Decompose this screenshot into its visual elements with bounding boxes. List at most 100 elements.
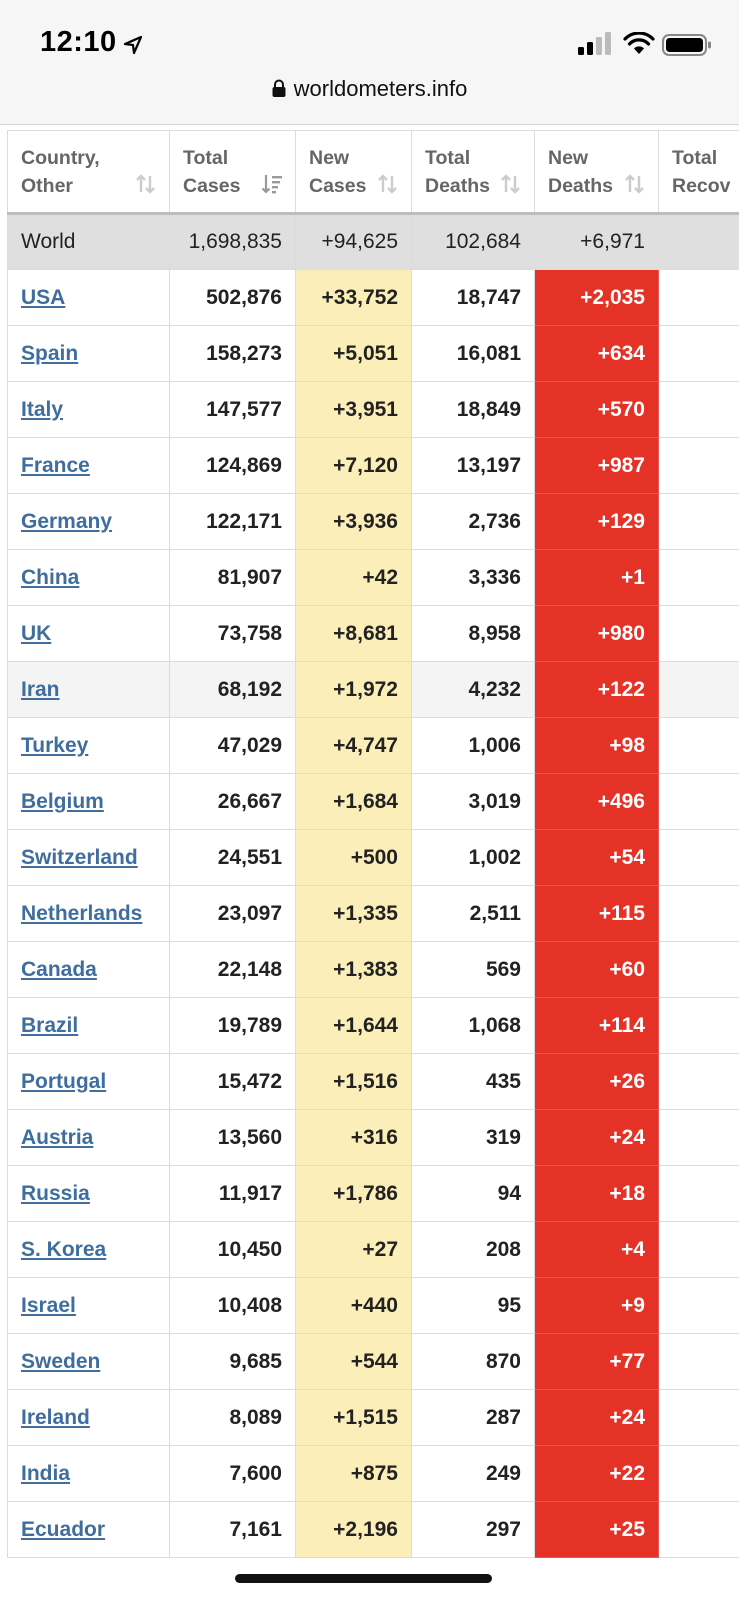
country-cell: UK: [7, 605, 170, 662]
total-cases-cell: 68,192: [169, 661, 296, 718]
column-header-line2: Other: [21, 174, 74, 197]
table-row: China 81,907 +42 3,336 +1: [7, 549, 739, 606]
total-deaths-cell: 435: [411, 1053, 535, 1110]
country-link[interactable]: S. Korea: [21, 1237, 107, 1261]
total-cases-cell: 81,907: [169, 549, 296, 606]
new-deaths-cell: +26: [534, 1053, 659, 1110]
new-cases-cell: +1,515: [295, 1389, 412, 1446]
country-link[interactable]: Turkey: [21, 733, 89, 757]
sort-toggle-icon[interactable]: [135, 173, 157, 195]
total-recovered-cell: [658, 605, 739, 662]
country-link[interactable]: Switzerland: [21, 845, 138, 869]
total-deaths-cell: 1,068: [411, 997, 535, 1054]
sort-toggle-icon[interactable]: [377, 173, 399, 195]
total-recovered-cell: [658, 1221, 739, 1278]
country-link[interactable]: Belgium: [21, 789, 104, 813]
new-cases-cell: +4,747: [295, 717, 412, 774]
country-link[interactable]: Spain: [21, 341, 79, 365]
total-recovered-cell: [658, 269, 739, 326]
new-deaths-cell: +9: [534, 1277, 659, 1334]
new-cases-cell: +7,120: [295, 437, 412, 494]
world-total-recovered: 3: [658, 213, 739, 270]
column-header-total-recovered[interactable]: Total Recov: [658, 130, 739, 215]
new-deaths-cell: +129: [534, 493, 659, 550]
column-header-total-cases[interactable]: Total Cases: [169, 130, 296, 215]
country-link[interactable]: Italy: [21, 397, 64, 421]
total-deaths-cell: 18,747: [411, 269, 535, 326]
country-cell: Switzerland: [7, 829, 170, 886]
covid-stats-table: Country, Other Total Cases New Cases Total Deat…: [7, 130, 739, 1558]
country-link[interactable]: Portugal: [21, 1069, 107, 1093]
total-deaths-cell: 8,958: [411, 605, 535, 662]
total-deaths-cell: 319: [411, 1109, 535, 1166]
total-deaths-cell: 569: [411, 941, 535, 998]
sort-toggle-icon[interactable]: [500, 173, 522, 195]
country-link[interactable]: France: [21, 453, 90, 477]
table-row: France 124,869 +7,120 13,197 +987: [7, 437, 739, 494]
country-link[interactable]: Russia: [21, 1181, 90, 1205]
home-indicator[interactable]: [235, 1574, 492, 1583]
country-link[interactable]: China: [21, 565, 80, 589]
table-row: Sweden 9,685 +544 870 +77: [7, 1333, 739, 1390]
country-link[interactable]: UK: [21, 621, 52, 645]
total-recovered-cell: [658, 1445, 739, 1502]
country-cell: Netherlands: [7, 885, 170, 942]
table-row: Brazil 19,789 +1,644 1,068 +114: [7, 997, 739, 1054]
table-row: Canada 22,148 +1,383 569 +60: [7, 941, 739, 998]
total-recovered-cell: [658, 1389, 739, 1446]
table-row: Ireland 8,089 +1,515 287 +24: [7, 1389, 739, 1446]
total-recovered-cell: [658, 997, 739, 1054]
total-recovered-cell: [658, 325, 739, 382]
column-header-country-other[interactable]: Country, Other: [7, 130, 170, 215]
country-cell: Canada: [7, 941, 170, 998]
country-link[interactable]: Ecuador: [21, 1517, 106, 1541]
sort-descending-icon[interactable]: [261, 173, 283, 195]
total-deaths-cell: 249: [411, 1445, 535, 1502]
new-cases-cell: +8,681: [295, 605, 412, 662]
country-link[interactable]: Netherlands: [21, 901, 143, 925]
country-link[interactable]: Brazil: [21, 1013, 79, 1037]
new-cases-cell: +1,516: [295, 1053, 412, 1110]
column-header-new-deaths[interactable]: New Deaths: [534, 130, 659, 215]
column-header-line1: Total: [672, 146, 718, 169]
country-link[interactable]: Israel: [21, 1293, 76, 1317]
new-deaths-cell: +25: [534, 1501, 659, 1558]
sort-toggle-icon[interactable]: [624, 173, 646, 195]
total-cases-cell: 13,560: [169, 1109, 296, 1166]
total-cases-cell: 73,758: [169, 605, 296, 662]
country-link[interactable]: USA: [21, 285, 66, 309]
new-cases-cell: +500: [295, 829, 412, 886]
new-deaths-cell: +60: [534, 941, 659, 998]
country-link[interactable]: India: [21, 1461, 71, 1485]
country-link[interactable]: Canada: [21, 957, 97, 981]
country-link[interactable]: Sweden: [21, 1349, 101, 1373]
country-link[interactable]: Iran: [21, 677, 60, 701]
column-header-total-deaths[interactable]: Total Deaths: [411, 130, 535, 215]
covid-stats-table-container[interactable]: Country, Other Total Cases New Cases Total Deat…: [7, 130, 739, 1600]
url-bar[interactable]: worldometers.info: [0, 76, 739, 110]
total-recovered-cell: [658, 549, 739, 606]
new-cases-cell: +27: [295, 1221, 412, 1278]
country-link[interactable]: Ireland: [21, 1405, 90, 1429]
total-cases-cell: 22,148: [169, 941, 296, 998]
new-deaths-cell: +980: [534, 605, 659, 662]
new-cases-cell: +440: [295, 1277, 412, 1334]
country-cell: France: [7, 437, 170, 494]
country-link[interactable]: Austria: [21, 1125, 94, 1149]
country-link[interactable]: Germany: [21, 509, 113, 533]
column-header-new-cases[interactable]: New Cases: [295, 130, 412, 215]
cellular-signal-icon: [578, 32, 611, 55]
country-cell: Belgium: [7, 773, 170, 830]
country-cell: India: [7, 1445, 170, 1502]
total-cases-cell: 10,408: [169, 1277, 296, 1334]
total-deaths-cell: 16,081: [411, 325, 535, 382]
total-deaths-cell: 297: [411, 1501, 535, 1558]
world-new-cases: +94,625: [295, 213, 412, 270]
country-cell: USA: [7, 269, 170, 326]
total-deaths-cell: 4,232: [411, 661, 535, 718]
column-header-line1: Total: [425, 146, 471, 169]
table-row: Iran 68,192 +1,972 4,232 +122: [7, 661, 739, 718]
new-cases-cell: +544: [295, 1333, 412, 1390]
column-header-line2: Deaths: [425, 174, 491, 197]
total-recovered-cell: [658, 773, 739, 830]
